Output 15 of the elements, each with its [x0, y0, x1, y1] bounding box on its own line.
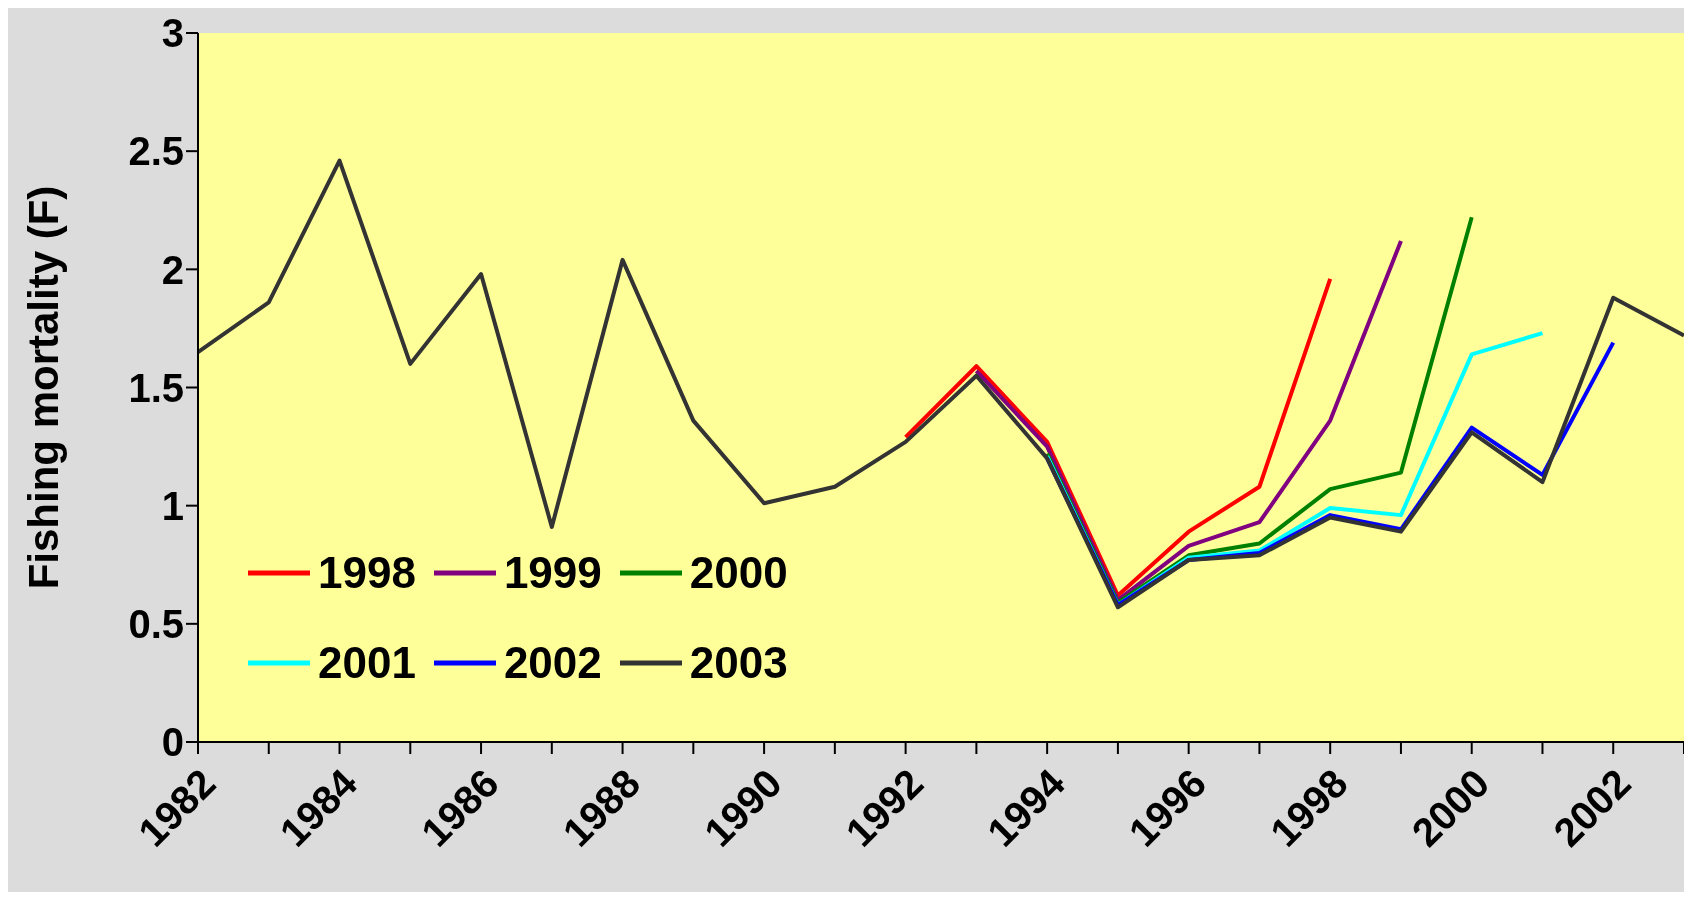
- legend-label: 2001: [318, 638, 416, 688]
- line-series: [196, 158, 1684, 610]
- legend-label: 1998: [318, 548, 416, 598]
- legend-label: 2000: [689, 548, 788, 598]
- y-tick-label: 3: [161, 11, 184, 56]
- y-tick-label: 0.5: [128, 602, 184, 647]
- legend-label: 2003: [689, 638, 788, 688]
- y-tick-label: 2: [161, 247, 184, 292]
- y-axis-title: Fishing mortality (F): [19, 185, 67, 590]
- y-tick-label: 0: [161, 720, 184, 765]
- y-tick-label: 1: [161, 483, 184, 528]
- legend-label: 1999: [503, 548, 602, 598]
- legend-label: 2002: [503, 638, 602, 688]
- y-tick-label: 2.5: [128, 129, 184, 174]
- y-tick-label: 1.5: [128, 365, 184, 410]
